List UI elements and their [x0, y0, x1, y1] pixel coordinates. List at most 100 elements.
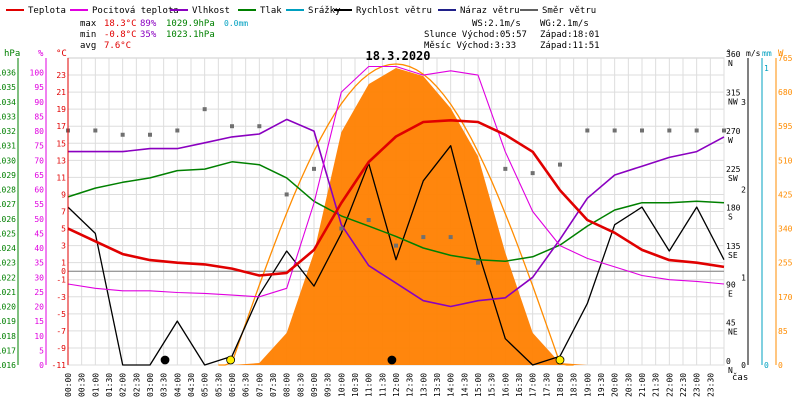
wind-direction-point	[503, 166, 508, 171]
tick-hum: 5	[39, 346, 44, 355]
wind-direction-point	[722, 128, 726, 133]
wind-direction-point	[175, 128, 180, 133]
info-sun-set: Západ:18:01	[540, 30, 600, 40]
tick-dir-card: S	[728, 213, 733, 222]
tick-solar: 340	[778, 225, 793, 234]
moonset-marker	[387, 355, 397, 365]
tick-x: 07:00	[255, 373, 264, 397]
legend-label: Náraz větru	[460, 6, 520, 16]
tick-press: 1036	[0, 69, 16, 78]
tick-x: 04:30	[187, 373, 196, 397]
tick-temp: -11	[52, 361, 67, 370]
tick-x: 13:30	[433, 373, 442, 397]
tick-press: 1018	[0, 332, 16, 341]
tick-temp: -1	[56, 276, 66, 285]
tick-x: 12:00	[392, 373, 401, 397]
tick-press: 1031	[0, 142, 16, 151]
tick-temp: 3	[61, 242, 66, 251]
tick-temp: 15	[56, 139, 66, 148]
stat-max-press: 1029.9hPa	[166, 19, 215, 29]
wind-direction-point	[312, 166, 316, 171]
tick-hum: 10	[34, 332, 44, 341]
tick-press: 1016	[0, 361, 16, 370]
tick-x: 16:30	[515, 373, 524, 397]
tick-dir-deg: 45	[726, 319, 736, 328]
axes: 1016101710181019102010211022102310241025…	[0, 49, 793, 397]
tick-x: 16:00	[501, 373, 510, 397]
tick-press: 1027	[0, 200, 16, 209]
tick-temp: -9	[56, 344, 66, 353]
tick-x: 22:00	[665, 373, 674, 397]
tick-x: 14:30	[460, 373, 469, 397]
tick-x: 01:30	[105, 373, 114, 397]
wind-direction-point	[476, 260, 480, 265]
tick-x: 11:30	[378, 373, 387, 397]
tick-temp: 19	[56, 105, 66, 114]
tick-solar: 255	[778, 259, 793, 268]
tick-x: 10:30	[351, 373, 360, 397]
info-ws: WS:2.1m/s	[472, 19, 521, 29]
tick-solar: 595	[778, 122, 793, 131]
stat-min-temp: -0.8°C	[104, 30, 137, 40]
tick-dir-deg: 0	[726, 357, 731, 366]
tick-solar: 425	[778, 190, 793, 199]
stat-avg-temp: 7.6°C	[104, 41, 131, 51]
legend-label: Teplota	[28, 6, 66, 16]
tick-x: 20:30	[624, 373, 633, 397]
tick-press: 1017	[0, 346, 16, 355]
tick-x: 12:30	[406, 373, 415, 397]
tick-x: 08:00	[283, 373, 292, 397]
tick-dir-card: N	[728, 59, 733, 68]
wind-direction-point	[667, 128, 672, 133]
tick-x: 09:00	[310, 373, 319, 397]
tick-press: 1035	[0, 83, 16, 92]
tick-press: 1029	[0, 171, 16, 180]
tick-hum: 0	[39, 361, 44, 370]
tick-x: 21:30	[652, 373, 661, 397]
tick-temp: 21	[56, 88, 66, 97]
stat-min-hum: 35%	[140, 30, 157, 40]
tick-rain: 1	[764, 64, 769, 73]
stat-max-temp: 18.3°C	[104, 19, 137, 29]
wind-direction-points	[66, 107, 726, 265]
info-sun: Slunce Východ:05:57	[424, 30, 527, 40]
wind-direction-point	[558, 162, 562, 167]
unit-time: čas	[732, 372, 748, 383]
tick-hum: 60	[34, 186, 44, 195]
wind-direction-point	[148, 132, 152, 137]
tick-dir-card: SE	[728, 251, 738, 260]
tick-press: 1024	[0, 244, 16, 253]
tick-x: 00:30	[78, 373, 87, 397]
tick-press: 1020	[0, 303, 16, 312]
unit-dir: °	[726, 49, 731, 59]
info-moon-set: Západ:11:51	[540, 41, 600, 51]
tick-x: 19:30	[597, 373, 606, 397]
stat-max-hum: 89%	[140, 19, 157, 29]
unit-hum: %	[38, 49, 44, 59]
tick-solar: 170	[778, 293, 793, 302]
tick-press: 1026	[0, 215, 16, 224]
tick-dir-deg: 315	[726, 88, 741, 97]
tick-x: 20:00	[611, 373, 620, 397]
wind-direction-point	[612, 128, 617, 133]
tick-x: 13:00	[419, 373, 428, 397]
tick-temp: 5	[61, 225, 66, 234]
info-moon: Měsíc Východ:3:33	[424, 41, 516, 51]
tick-x: 06:00	[228, 373, 237, 397]
tick-x: 02:00	[119, 373, 128, 397]
wind-direction-point	[202, 107, 207, 112]
tick-press: 1030	[0, 156, 16, 165]
unit-temp: °C	[56, 49, 67, 59]
tick-x: 17:30	[542, 373, 551, 397]
legend-label: Rychlost větru	[356, 6, 432, 16]
tick-hum: 75	[34, 142, 44, 151]
info-block: WS:2.1m/s WG:2.1m/s Slunce Východ:05:57 …	[424, 19, 600, 51]
tick-x: 03:30	[160, 373, 169, 397]
tick-x: 18:00	[556, 373, 565, 397]
tick-x: 07:30	[269, 373, 278, 397]
tick-x: 01:00	[91, 373, 100, 397]
tick-hum: 25	[34, 288, 44, 297]
wind-direction-point	[230, 124, 234, 129]
